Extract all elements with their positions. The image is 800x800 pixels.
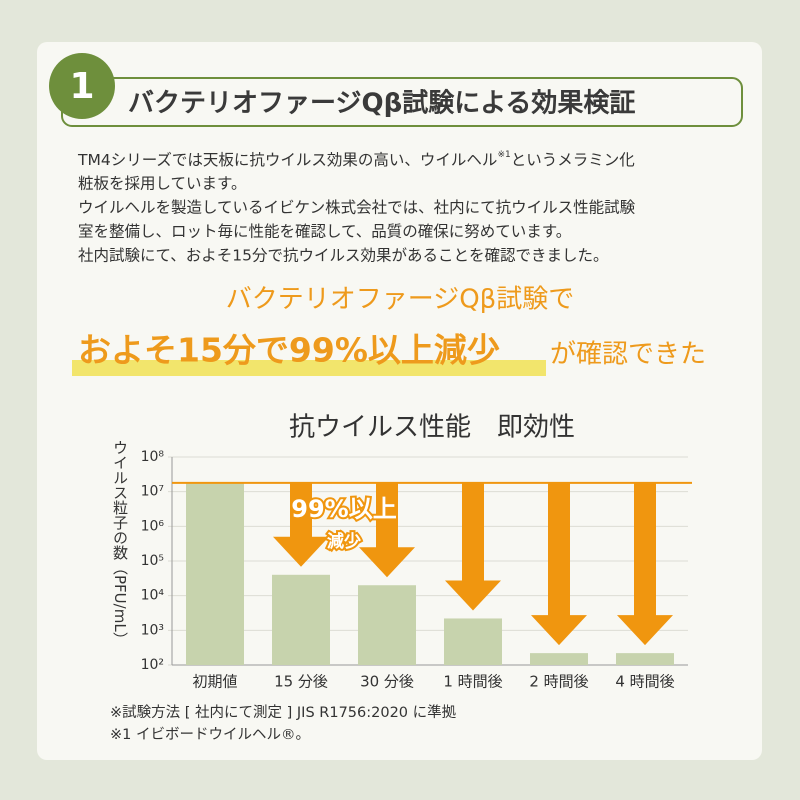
x-tick-label: 30 分後 [360,673,414,691]
body-line: 室を整備し、ロット毎に性能を確認して、品質の確保に努めています。 [78,223,571,241]
body-line: ウイルヘルを製造しているイビケン株式会社では、社内にて抗ウイルス性能試験 [78,199,636,217]
y-axis-label: ウイルス粒子の数（PFU/mL） [111,440,129,647]
y-tick-label: 10² [141,657,164,673]
annotation: 99%以上 [291,495,396,523]
y-tick-label: 10⁵ [141,553,164,569]
x-tick-label: 2 時間後 [529,673,588,691]
reduction-arrow [445,482,501,611]
header-title: バクテリオファージQβ試験による効果検証 [128,89,635,119]
bar [530,653,588,665]
headline-rest: が確認できた [550,340,706,370]
y-tick-label: 10⁸ [141,449,165,465]
plot: 10² 10³ 10⁴ 10⁵ 10⁶ 10⁷ 10⁸ 初期値 15 分後 30 分後 1 時間後 2… [141,449,692,691]
body-text: TM4シリーズでは天板に抗ウイルス効果の高い、ウイルヘル [77,151,497,169]
note-mark: ※1 [497,150,510,160]
reduction-arrow [531,482,587,646]
footnote: ※試験方法 [ 社内にて測定 ] JIS R1756:2020 に準拠 [110,704,457,721]
x-tick-label: 1 時間後 [443,673,502,691]
reduction-arrow [273,482,329,567]
headline-highlight: およそ15分で99%以上減少 [78,331,500,370]
reduction-arrow [617,482,673,646]
chart-title: 抗ウイルス性能 即効性 [289,413,575,443]
annotation: 減少 [327,531,361,552]
body-line: TM4シリーズでは天板に抗ウイルス効果の高い、ウイルヘル※1というメラミン化 [77,150,635,169]
footnote: ※1 イビボードウイルヘル®。 [110,726,310,743]
bar [272,574,330,665]
badge-number: 1 [69,66,94,107]
y-tick-label: 10⁴ [141,588,165,604]
reduction-arrow [359,482,415,578]
y-tick-label: 10⁶ [141,518,165,534]
bar [616,653,674,665]
body-line: 社内試験にて、およそ15分で抗ウイルス効果があることを確認できました。 [78,247,608,265]
bar [358,585,416,665]
y-tick-label: 10⁷ [141,484,164,500]
highlight-bar [72,360,546,376]
y-tick-label: 10³ [141,622,164,638]
x-tick-label: 初期値 [192,673,237,691]
body-text: というメラミン化 [511,151,635,169]
bar [444,618,502,665]
bar [186,482,244,665]
body-line: 粧板を採用しています。 [78,175,247,193]
x-tick-label: 15 分後 [274,673,328,691]
headline: バクテリオファージQβ試験で [226,285,575,315]
x-tick-label: 4 時間後 [615,673,674,691]
badge [49,53,115,119]
